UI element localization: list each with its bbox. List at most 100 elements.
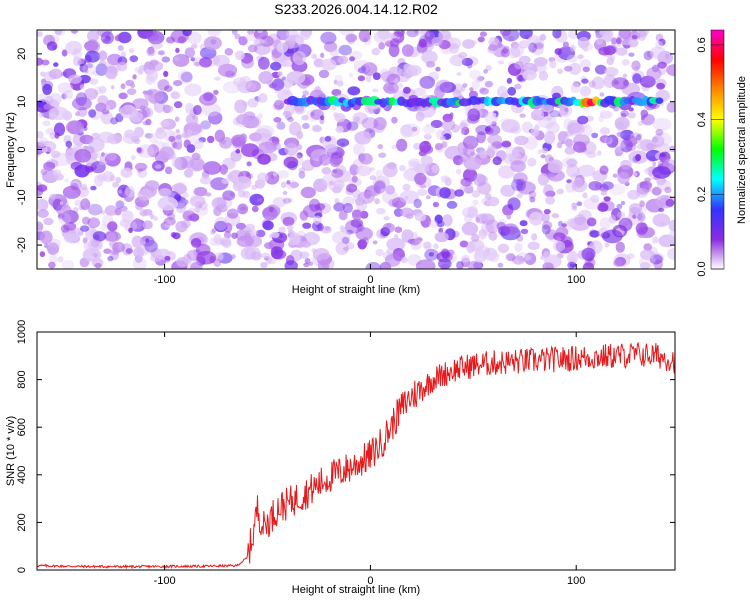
heatmap-cell (164, 221, 171, 228)
heatmap-cell (566, 218, 578, 228)
heatmap-cell (501, 141, 512, 148)
heatmap-cell (369, 175, 377, 181)
heatmap-cell (149, 30, 157, 37)
heatmap-cell (567, 122, 585, 136)
heatmap-cell (426, 195, 431, 200)
heatmap-cell (48, 68, 63, 80)
heatmap-cell (568, 62, 582, 75)
heatmap-cell (83, 242, 93, 251)
heatmap-cell (41, 147, 48, 153)
heatmap-cell (636, 134, 642, 141)
heatmap-cell (603, 45, 616, 56)
heatmap-cell (577, 164, 596, 177)
heatmap-cell (536, 63, 547, 74)
heatmap-cell (348, 72, 353, 78)
heatmap-cell (398, 253, 406, 258)
heatmap-cell (240, 143, 260, 158)
heatmap-cell (537, 149, 542, 155)
heatmap-cell (118, 46, 124, 51)
heatmap-cell (540, 154, 546, 159)
heatmap-cell (404, 195, 409, 200)
heatmap-cell (652, 136, 659, 143)
heatmap-cell (374, 198, 380, 205)
heatmap-cell (388, 66, 403, 78)
heatmap-cell (484, 193, 492, 201)
heatmap-cell (353, 59, 371, 73)
heatmap-cell (410, 239, 422, 251)
heatmap-cell (48, 246, 56, 253)
heatmap-cell (65, 140, 73, 148)
heatmap-cell (497, 165, 515, 179)
heatmap-cell (463, 143, 475, 158)
heatmap-cell (124, 185, 136, 198)
heatmap-cell (393, 30, 405, 37)
heatmap-cell (540, 102, 555, 114)
heatmap-cell (190, 262, 203, 269)
heatmap-cell (544, 131, 556, 145)
heatmap-cell (50, 150, 61, 158)
heatmap-cell (249, 132, 263, 142)
heatmap-cell (514, 242, 523, 253)
heatmap-cell (106, 232, 117, 242)
heatmap-cell (505, 146, 520, 161)
heatmap-cell (582, 262, 595, 269)
heatmap-cell (357, 191, 375, 204)
heatmap-cell (599, 92, 605, 97)
heatmap-cell (286, 180, 291, 185)
heatmap-cell (88, 203, 103, 216)
heatmap-cell (64, 233, 79, 244)
heatmap-cell (139, 240, 159, 254)
heatmap-cell (92, 231, 107, 242)
heatmap-cell (304, 258, 311, 264)
heatmap-cell (557, 68, 563, 75)
heatmap-cell (357, 198, 364, 206)
heatmap-cell (80, 225, 90, 232)
heatmap-cell (302, 90, 310, 96)
heatmap-cell (399, 164, 406, 172)
heatmap-cell (372, 175, 391, 189)
chart-title: S233.2026.004.14.12.R02 (274, 1, 438, 17)
heatmap-cell (257, 112, 264, 119)
heatmap-cell (75, 111, 81, 117)
x-tick-label: 0 (367, 274, 373, 286)
heatmap-cell (236, 235, 255, 248)
heatmap-cell (416, 104, 436, 118)
heatmap-cell (309, 261, 313, 266)
heatmap-cell (54, 30, 63, 35)
heatmap-cell (329, 48, 340, 57)
heatmap-cell (184, 47, 196, 58)
heatmap-cell (571, 203, 578, 209)
heatmap-cell (531, 233, 538, 241)
heatmap-cell (158, 50, 165, 56)
heatmap-cell (418, 38, 427, 48)
heatmap-cell (669, 145, 675, 153)
heatmap-cell (656, 82, 665, 90)
heatmap-cell (159, 146, 175, 160)
heatmap-cell (45, 128, 56, 135)
heatmap-cell (472, 199, 479, 206)
heatmap-cell (139, 209, 148, 217)
heatmap-cell (561, 48, 568, 55)
heatmap-cell (613, 80, 620, 85)
heatmap-cell (652, 117, 672, 131)
heatmap-cell (545, 190, 556, 198)
heatmap-cell (77, 231, 84, 237)
heatmap-cell (154, 164, 162, 169)
heatmap-cell (199, 93, 217, 106)
heatmap-cell (611, 208, 622, 221)
heatmap-cell (546, 121, 560, 134)
heatmap-cell (639, 139, 655, 152)
heatmap-cell (519, 220, 528, 227)
heatmap-cell (611, 77, 630, 90)
heatmap-cell (309, 198, 321, 212)
heatmap-cell (371, 47, 381, 56)
heatmap-cell (125, 220, 138, 232)
heatmap-cell (270, 231, 280, 238)
heatmap-cell (37, 140, 47, 147)
heatmap-cell (213, 89, 219, 95)
heatmap-cell (189, 194, 203, 208)
heatmap-cell (655, 40, 664, 49)
heatmap-band-cell (655, 97, 664, 104)
heatmap-cell (319, 118, 325, 125)
heatmap-cell (94, 262, 102, 269)
